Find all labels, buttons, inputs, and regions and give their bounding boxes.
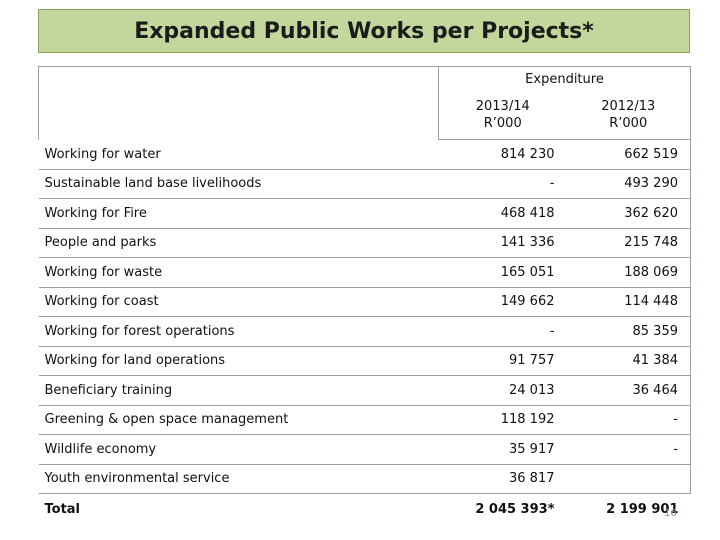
row-label: Working for land operations	[38, 346, 439, 376]
value-2012-13: 362 620	[566, 198, 691, 229]
table-row: People and parks 141 336 215 748	[38, 228, 691, 258]
value-2012-13: -	[566, 405, 691, 435]
row-label: Working for waste	[38, 257, 439, 288]
header-blank-cell	[38, 66, 439, 140]
table-row: Working for land operations 91 757 41 384	[38, 346, 691, 376]
row-label: Youth environmental service	[38, 464, 439, 494]
year-header-2012-13: 2012/13 R’000	[566, 91, 691, 140]
table-row: Greening & open space management 118 192-	[38, 405, 691, 435]
row-label: Working for forest operations	[38, 316, 439, 347]
table-row: Working for waste 165 051 188 069	[38, 257, 691, 288]
value-2013-14: 118 192	[438, 405, 567, 435]
row-label: Greening & open space management	[38, 405, 439, 435]
value-2013-14: 36 817	[438, 464, 567, 494]
year-header-2013-14-year: 2013/14	[475, 99, 530, 115]
value-2012-13: 188 069	[566, 257, 691, 288]
table-row: Sustainable land base livelihoods -493 29…	[38, 169, 691, 199]
table-row: Beneficiary training 24 013 36 464	[38, 375, 691, 406]
row-label: Working for coast	[38, 287, 439, 317]
year-header-2012-13-unit: R’000	[609, 116, 648, 132]
value-2012-13: 662 519	[566, 139, 691, 170]
row-label: Working for Fire	[38, 198, 439, 229]
table-row: Working for forest operations -85 359	[38, 316, 691, 347]
value-2013-14: 35 917	[438, 434, 567, 465]
value-2012-13: 41 384	[566, 346, 691, 376]
table-row: Working for water 814 230 662 519	[38, 139, 691, 170]
total-row: Total 2 045 393* 2 199 901	[39, 494, 691, 526]
value-2013-14: 468 418	[438, 198, 567, 229]
row-label: People and parks	[38, 228, 439, 258]
value-2012-13	[566, 464, 691, 494]
title-banner: Expanded Public Works per Projects*	[38, 9, 690, 53]
value-2012-13: -	[566, 434, 691, 465]
year-header-2013-14-unit: R’000	[483, 116, 522, 132]
year-header-2013-14: 2013/14 R’000	[438, 91, 567, 140]
value-2013-14: -	[438, 316, 567, 347]
row-label: Working for water	[38, 139, 439, 170]
expenditure-header: Expenditure	[438, 66, 691, 92]
value-2013-14: 141 336	[438, 228, 567, 258]
total-2012-13: 2 199 901	[606, 502, 679, 518]
page-number: 16	[664, 508, 677, 519]
row-label: Sustainable land base livelihoods	[38, 169, 439, 199]
value-2013-14: 149 662	[438, 287, 567, 317]
value-2013-14: 91 757	[438, 346, 567, 376]
value-2013-14: 165 051	[438, 257, 567, 288]
table-row: Working for Fire 468 418 362 620	[38, 198, 691, 229]
table-row: Working for coast 149 662 114 448	[38, 287, 691, 317]
row-label: Wildlife economy	[38, 434, 439, 465]
value-2012-13: 215 748	[566, 228, 691, 258]
value-2012-13: 114 448	[566, 287, 691, 317]
total-label: Total	[44, 502, 81, 518]
value-2012-13: 493 290	[566, 169, 691, 199]
value-2013-14: 24 013	[438, 375, 567, 406]
year-header-2012-13-year: 2012/13	[601, 99, 656, 115]
value-2012-13: 85 359	[566, 316, 691, 347]
table-row: Wildlife economy 35 917-	[38, 434, 691, 465]
row-label: Beneficiary training	[38, 375, 439, 406]
value-2013-14: 814 230	[438, 139, 567, 170]
table-row: Youth environmental service 36 817	[38, 464, 691, 494]
expenditure-table: Expenditure 2013/14 R’000 2012/13 R’000 …	[38, 66, 691, 526]
value-2013-14: -	[438, 169, 567, 199]
page-title: Expanded Public Works per Projects*	[134, 18, 594, 44]
value-2012-13: 36 464	[566, 375, 691, 406]
total-2013-14: 2 045 393*	[475, 502, 555, 518]
